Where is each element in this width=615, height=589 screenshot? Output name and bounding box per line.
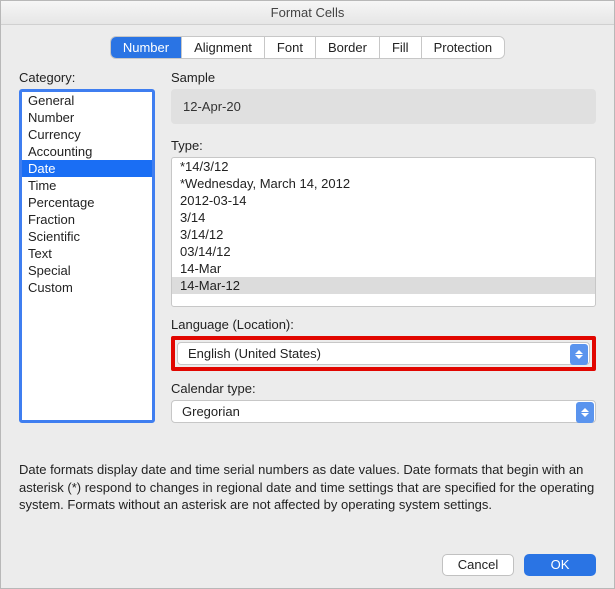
tab-border[interactable]: Border: [316, 37, 380, 58]
category-item[interactable]: Time: [22, 177, 152, 194]
category-item[interactable]: Accounting: [22, 143, 152, 160]
type-item[interactable]: 03/14/12: [172, 243, 595, 260]
category-item[interactable]: Percentage: [22, 194, 152, 211]
calendar-label: Calendar type:: [171, 381, 596, 396]
tab-font[interactable]: Font: [265, 37, 316, 58]
sample-label: Sample: [171, 70, 596, 85]
tab-protection[interactable]: Protection: [422, 37, 505, 58]
category-item[interactable]: Text: [22, 245, 152, 262]
type-item[interactable]: *Wednesday, March 14, 2012: [172, 175, 595, 192]
ok-button[interactable]: OK: [524, 554, 596, 576]
type-item[interactable]: *14/3/12: [172, 158, 595, 175]
description-text: Date formats display date and time seria…: [19, 461, 596, 514]
category-item[interactable]: Custom: [22, 279, 152, 296]
sample-value: 12-Apr-20: [171, 89, 596, 124]
window-title: Format Cells: [1, 1, 614, 25]
category-item[interactable]: Date: [22, 160, 152, 177]
dropdown-arrows-icon: [576, 402, 594, 423]
category-item[interactable]: Scientific: [22, 228, 152, 245]
language-value: English (United States): [188, 346, 321, 361]
tab-number[interactable]: Number: [111, 37, 182, 58]
category-item[interactable]: Special: [22, 262, 152, 279]
category-item[interactable]: Currency: [22, 126, 152, 143]
type-item[interactable]: 3/14: [172, 209, 595, 226]
type-item[interactable]: 14-Mar: [172, 260, 595, 277]
type-item[interactable]: 2012-03-14: [172, 192, 595, 209]
language-label: Language (Location):: [171, 317, 596, 332]
type-item[interactable]: 14-Mar-12: [172, 277, 595, 294]
language-highlight: English (United States): [171, 336, 596, 371]
language-dropdown[interactable]: English (United States): [177, 342, 590, 365]
category-item[interactable]: Number: [22, 109, 152, 126]
button-bar: Cancel OK: [442, 554, 596, 576]
calendar-dropdown[interactable]: Gregorian: [171, 400, 596, 423]
type-item[interactable]: 3/14/12: [172, 226, 595, 243]
type-label: Type:: [171, 138, 596, 153]
category-label: Category:: [19, 70, 155, 85]
dropdown-arrows-icon: [570, 344, 588, 365]
category-item[interactable]: Fraction: [22, 211, 152, 228]
category-listbox[interactable]: GeneralNumberCurrencyAccountingDateTimeP…: [19, 89, 155, 423]
tab-alignment[interactable]: Alignment: [182, 37, 265, 58]
format-cells-dialog: Format Cells NumberAlignmentFontBorderFi…: [0, 0, 615, 589]
type-listbox[interactable]: *14/3/12*Wednesday, March 14, 20122012-0…: [171, 157, 596, 307]
tab-fill[interactable]: Fill: [380, 37, 422, 58]
category-item[interactable]: General: [22, 92, 152, 109]
cancel-button[interactable]: Cancel: [442, 554, 514, 576]
calendar-value: Gregorian: [182, 404, 240, 419]
tab-strip: NumberAlignmentFontBorderFillProtection: [1, 25, 614, 64]
